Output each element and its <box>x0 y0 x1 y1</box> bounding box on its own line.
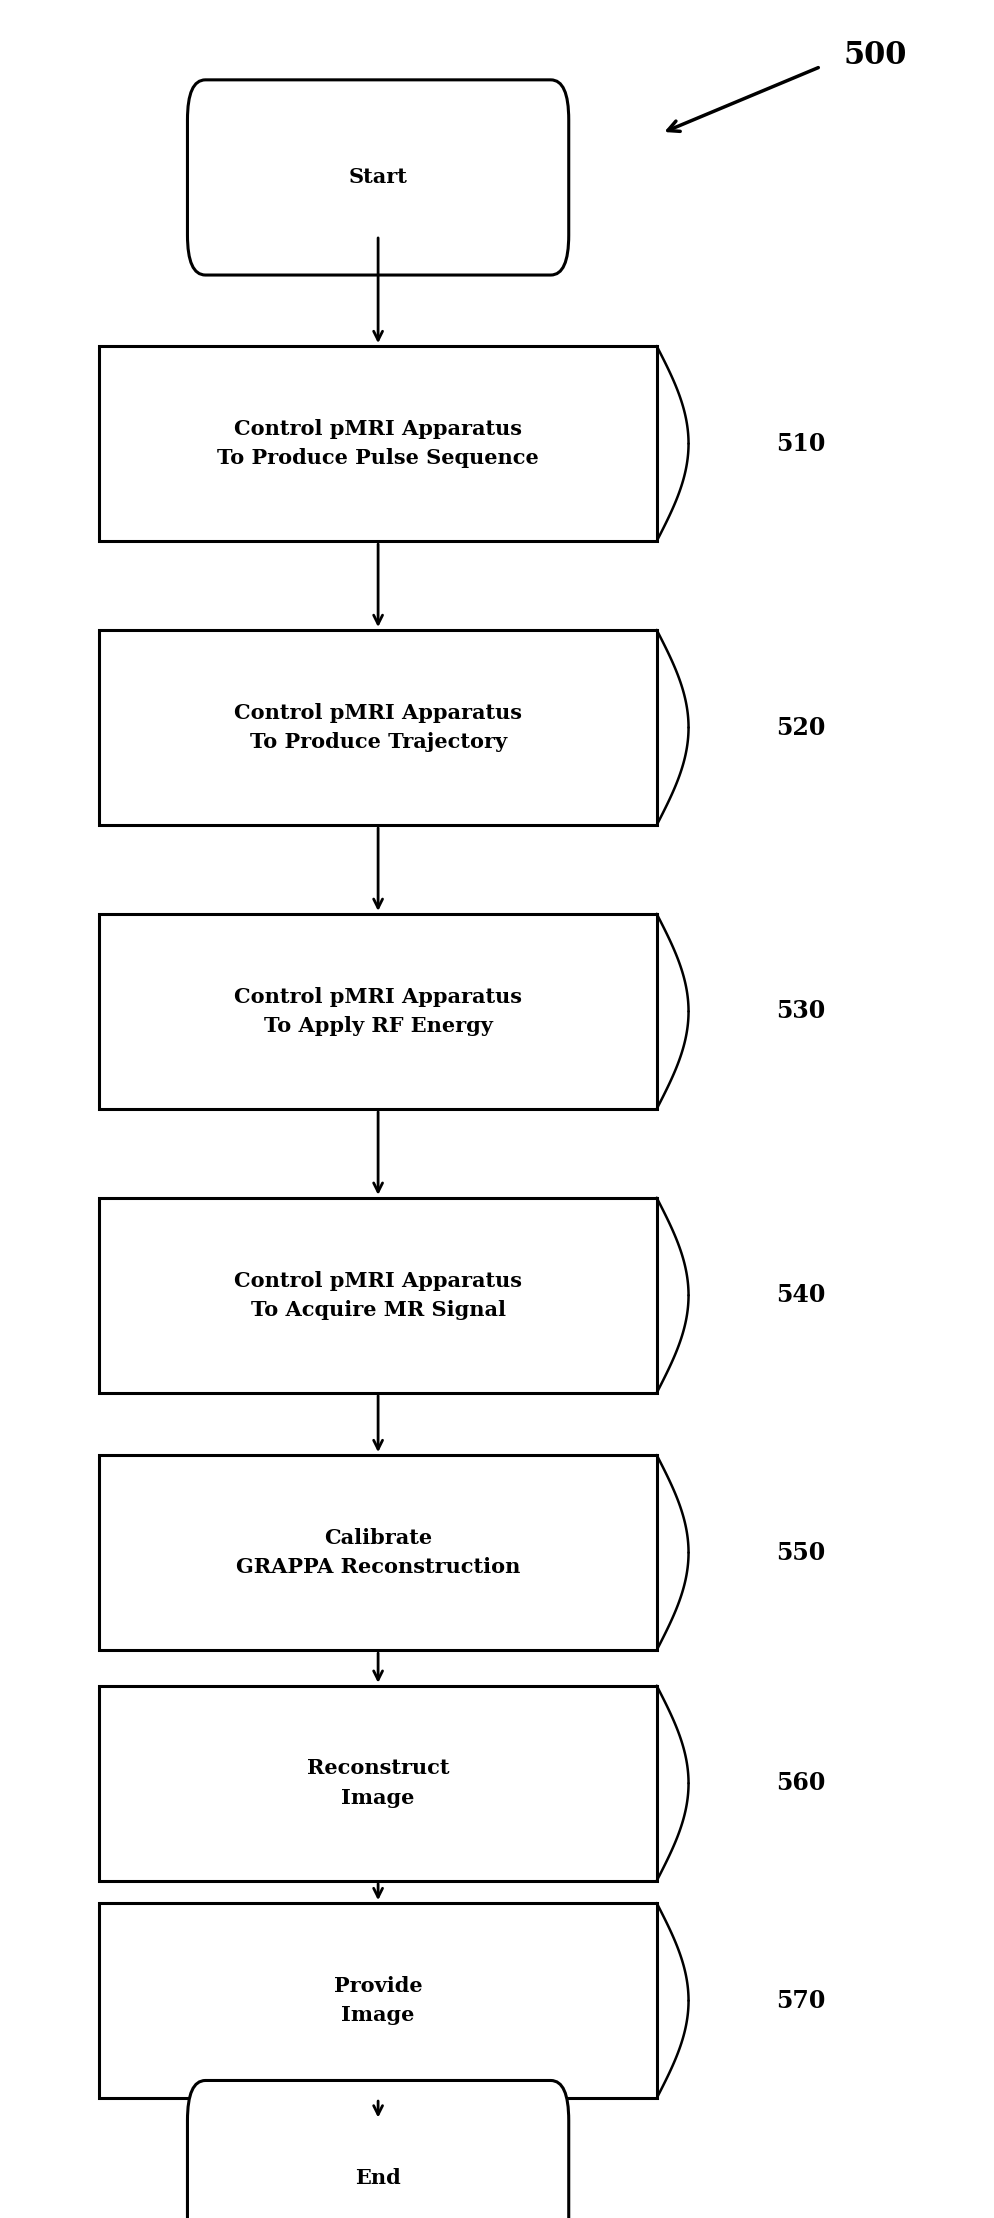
Text: Calibrate
GRAPPA Reconstruction: Calibrate GRAPPA Reconstruction <box>236 1528 520 1577</box>
Bar <box>99 914 656 1109</box>
Text: Provide
Image: Provide Image <box>333 1976 422 2025</box>
Bar <box>99 1455 656 1650</box>
Bar <box>99 346 656 541</box>
Text: 550: 550 <box>775 1542 824 1564</box>
Text: 570: 570 <box>775 1990 825 2012</box>
Text: Reconstruct
Image: Reconstruct Image <box>306 1759 449 1808</box>
Text: Control pMRI Apparatus
To Apply RF Energy: Control pMRI Apparatus To Apply RF Energ… <box>234 987 522 1036</box>
FancyBboxPatch shape <box>187 2080 569 2218</box>
Text: Start: Start <box>348 166 408 189</box>
Text: 500: 500 <box>843 40 907 71</box>
Text: Control pMRI Apparatus
To Acquire MR Signal: Control pMRI Apparatus To Acquire MR Sig… <box>234 1271 522 1320</box>
Bar <box>99 1903 656 2098</box>
Text: Control pMRI Apparatus
To Produce Trajectory: Control pMRI Apparatus To Produce Trajec… <box>234 703 522 752</box>
Bar <box>99 630 656 825</box>
Text: 560: 560 <box>775 1772 825 1794</box>
Bar <box>99 1198 656 1393</box>
Text: 530: 530 <box>775 1000 824 1022</box>
Text: End: End <box>355 2167 401 2189</box>
Text: Control pMRI Apparatus
To Produce Pulse Sequence: Control pMRI Apparatus To Produce Pulse … <box>217 419 539 468</box>
Text: 540: 540 <box>775 1284 825 1306</box>
Bar <box>99 1686 656 1881</box>
Text: 510: 510 <box>775 433 825 455</box>
FancyBboxPatch shape <box>187 80 569 275</box>
Text: 520: 520 <box>775 716 825 739</box>
